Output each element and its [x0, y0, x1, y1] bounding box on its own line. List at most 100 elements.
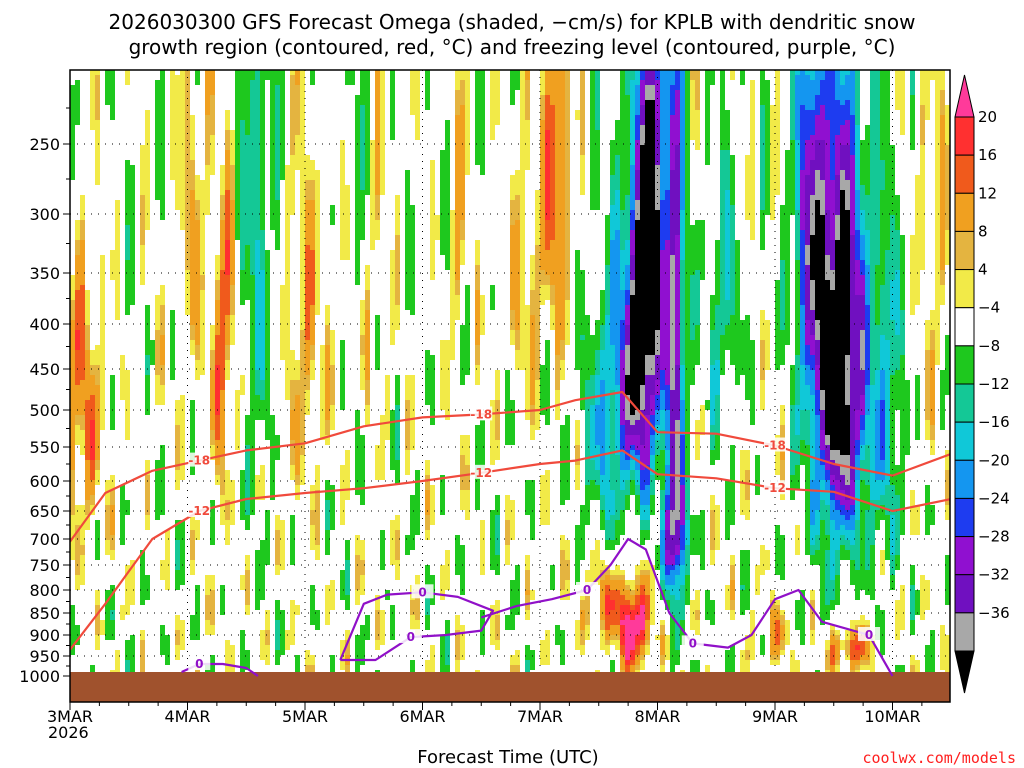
omega-cell — [245, 440, 250, 445]
omega-cell — [270, 95, 275, 100]
omega-cell — [300, 260, 305, 265]
omega-cell — [430, 245, 435, 250]
omega-cell — [165, 575, 170, 580]
omega-cell — [525, 305, 530, 310]
omega-cell — [175, 530, 180, 535]
omega-cell — [430, 660, 435, 665]
omega-cell — [215, 410, 220, 415]
omega-cell — [130, 280, 135, 285]
omega-cell — [180, 580, 185, 585]
omega-cell — [465, 485, 470, 490]
omega-cell — [125, 245, 130, 250]
omega-cell — [530, 500, 535, 505]
omega-cell — [290, 450, 295, 455]
omega-cell — [140, 175, 145, 180]
omega-cell — [270, 215, 275, 220]
omega-cell — [300, 135, 305, 140]
omega-cell — [520, 80, 525, 85]
omega-cell — [505, 510, 510, 515]
omega-cell — [495, 565, 500, 570]
omega-cell — [215, 420, 220, 425]
omega-cell — [275, 635, 280, 640]
omega-cell — [415, 580, 420, 585]
omega-cell — [185, 230, 190, 235]
omega-cell — [535, 355, 540, 360]
omega-cell — [255, 320, 260, 325]
omega-cell — [205, 80, 210, 85]
omega-cell — [265, 650, 270, 655]
omega-cell — [115, 665, 120, 670]
omega-cell — [125, 70, 130, 75]
omega-cell — [340, 375, 345, 380]
omega-cell — [265, 535, 270, 540]
omega-cell — [290, 530, 295, 535]
omega-cell — [290, 360, 295, 365]
omega-cell — [80, 510, 85, 515]
omega-cell — [380, 445, 385, 450]
omega-cell — [275, 210, 280, 215]
omega-cell — [225, 470, 230, 475]
omega-cell — [275, 170, 280, 175]
omega-cell — [425, 575, 430, 580]
omega-cell — [280, 175, 285, 180]
omega-cell — [185, 240, 190, 245]
omega-cell — [195, 605, 200, 610]
omega-cell — [340, 250, 345, 255]
omega-cell — [260, 215, 265, 220]
omega-cell — [130, 255, 135, 260]
omega-cell — [160, 575, 165, 580]
omega-cell — [360, 650, 365, 655]
omega-cell — [220, 365, 225, 370]
omega-cell — [75, 315, 80, 320]
omega-cell — [160, 295, 165, 300]
omega-cell — [245, 590, 250, 595]
omega-cell — [270, 130, 275, 135]
omega-cell — [110, 475, 115, 480]
omega-cell — [305, 350, 310, 355]
omega-cell — [255, 315, 260, 320]
omega-cell — [525, 315, 530, 320]
omega-cell — [140, 215, 145, 220]
omega-cell — [300, 150, 305, 155]
omega-cell — [395, 290, 400, 295]
omega-cell — [360, 330, 365, 335]
omega-cell — [410, 225, 415, 230]
omega-cell — [200, 280, 205, 285]
omega-cell — [280, 290, 285, 295]
omega-cell — [495, 505, 500, 510]
omega-cell — [365, 290, 370, 295]
omega-cell — [225, 150, 230, 155]
omega-cell — [405, 435, 410, 440]
omega-cell — [140, 600, 145, 605]
omega-cell — [495, 405, 500, 410]
omega-cell — [395, 390, 400, 395]
omega-cell — [495, 455, 500, 460]
omega-cell — [510, 300, 515, 305]
omega-cell — [170, 115, 175, 120]
omega-cell — [390, 560, 395, 565]
omega-cell — [70, 305, 75, 310]
omega-cell — [360, 630, 365, 635]
omega-cell — [125, 220, 130, 225]
omega-cell — [330, 390, 335, 395]
omega-cell — [460, 235, 465, 240]
omega-cell — [295, 400, 300, 405]
omega-cell — [260, 205, 265, 210]
omega-cell — [310, 615, 315, 620]
omega-cell — [180, 105, 185, 110]
omega-cell — [510, 190, 515, 195]
omega-cell — [230, 260, 235, 265]
omega-cell — [220, 375, 225, 380]
omega-cell — [255, 260, 260, 265]
omega-cell — [510, 265, 515, 270]
omega-cell — [70, 285, 75, 290]
omega-cell — [110, 515, 115, 520]
omega-cell — [245, 575, 250, 580]
omega-cell — [325, 425, 330, 430]
omega-cell — [330, 495, 335, 500]
omega-cell — [95, 95, 100, 100]
omega-cell — [85, 480, 90, 485]
omega-cell — [170, 325, 175, 330]
omega-cell — [530, 650, 535, 655]
omega-cell — [205, 125, 210, 130]
